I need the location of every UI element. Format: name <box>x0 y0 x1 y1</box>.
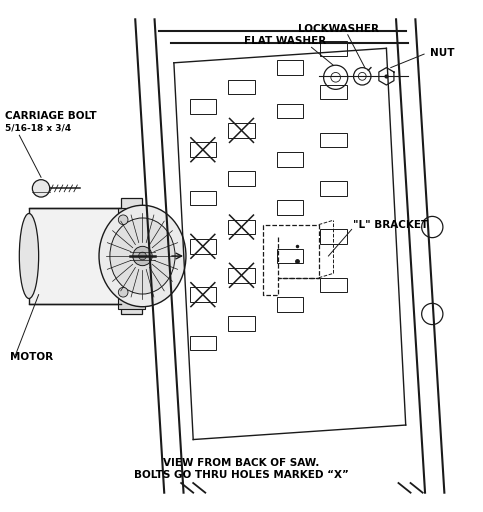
Text: CARRIAGE BOLT: CARRIAGE BOLT <box>5 111 97 121</box>
Bar <box>228 316 255 331</box>
Bar <box>320 133 347 147</box>
Bar <box>276 201 303 215</box>
Bar <box>189 99 216 114</box>
Bar <box>228 172 255 186</box>
Ellipse shape <box>110 218 175 294</box>
Text: 5/16-18 x 3/4: 5/16-18 x 3/4 <box>5 124 71 133</box>
Bar <box>320 229 347 244</box>
Bar <box>320 181 347 196</box>
Text: FLAT WASHER: FLAT WASHER <box>244 36 326 46</box>
Bar <box>189 142 216 157</box>
Bar <box>320 84 347 99</box>
Bar <box>320 278 347 292</box>
Bar <box>121 198 142 314</box>
Bar <box>29 208 121 304</box>
Bar <box>189 336 216 350</box>
Bar <box>118 208 145 227</box>
Bar <box>276 104 303 118</box>
Bar <box>228 123 255 138</box>
Bar <box>276 249 303 263</box>
Circle shape <box>118 215 128 225</box>
Bar <box>189 287 216 302</box>
Bar <box>228 268 255 283</box>
Circle shape <box>32 180 50 197</box>
Circle shape <box>139 252 146 260</box>
Bar <box>189 239 216 253</box>
Circle shape <box>133 246 152 266</box>
Bar <box>228 80 255 94</box>
Text: VIEW FROM BACK OF SAW.: VIEW FROM BACK OF SAW. <box>163 458 320 468</box>
Bar <box>276 152 303 166</box>
Bar <box>228 220 255 234</box>
Text: "L" BRACKET: "L" BRACKET <box>353 220 428 229</box>
Bar <box>189 191 216 205</box>
Circle shape <box>118 287 128 297</box>
Bar <box>320 41 347 56</box>
Bar <box>276 297 303 311</box>
Bar <box>118 290 145 309</box>
Text: LOCKWASHER: LOCKWASHER <box>298 24 379 34</box>
Ellipse shape <box>99 205 186 307</box>
Text: NUT: NUT <box>430 48 455 58</box>
Ellipse shape <box>19 214 39 298</box>
Text: BOLTS GO THRU HOLES MARKED “X”: BOLTS GO THRU HOLES MARKED “X” <box>134 471 349 480</box>
Text: MOTOR: MOTOR <box>10 352 53 362</box>
Bar <box>276 60 303 75</box>
